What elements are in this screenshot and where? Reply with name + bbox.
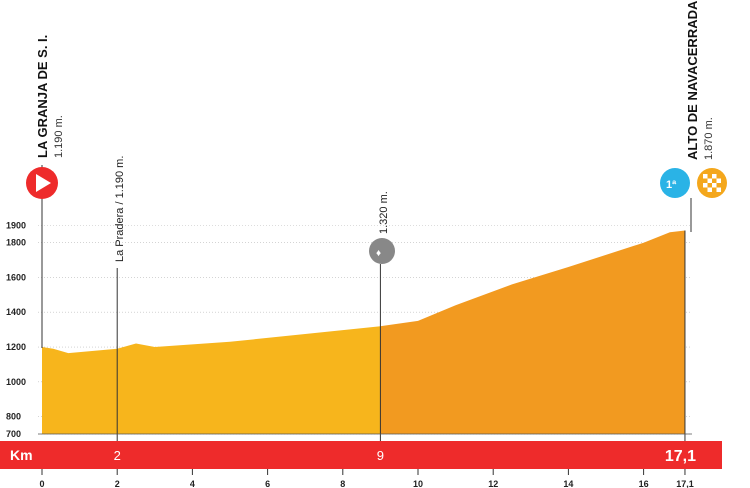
finish-altitude: 1.870 m. [703,117,715,160]
x-tick-label: 4 [190,479,195,488]
start-place-name: LA GRANJA DE S. I. [35,35,50,158]
km-bar-label: Km [10,447,33,463]
checker-square [712,183,717,188]
checker-square [703,174,708,179]
pass-waypoint: La Pradera / 1.190 m. [114,156,126,262]
x-tick-label: 17,1 [676,479,694,488]
profile-areas [38,230,692,441]
x-tick-label: 16 [639,479,649,488]
y-tick-label: 1600 [6,272,26,282]
y-tick-label: 800 [6,412,21,422]
finish-waypoint: ALTO DE NAVACERRADA 1.870 m. 1ª [660,0,727,232]
x-tick-label: 2 [115,479,120,488]
y-tick-label: 1200 [6,342,26,352]
km-bar-total: 17,1 [665,448,696,465]
y-axis-ticks: 700 800 1000 1200 1400 1600 1800 1900 [6,220,26,439]
pass-label: La Pradera / 1.190 m. [114,156,126,262]
x-tick-label: 8 [340,479,345,488]
checker-square [716,187,721,192]
checker-square [716,178,721,183]
profile-section-2 [380,230,685,434]
km-bar-mid-9: 9 [377,448,384,463]
start-waypoint: LA GRANJA DE S. I. 1.190 m. [26,35,65,348]
x-tick-label: 10 [413,479,423,488]
checker-square [707,187,712,192]
y-tick-label: 700 [6,429,21,439]
x-tick-label: 6 [265,479,270,488]
km-bar-mid-2: 2 [114,448,121,463]
start-altitude: 1.190 m. [53,115,65,158]
checker-square [703,183,708,188]
x-axis: 0 2 4 6 8 10 12 14 16 17,1 [39,469,694,488]
y-tick-label: 1000 [6,377,26,387]
checker-square [707,178,712,183]
km-bar [0,441,722,469]
y-tick-label: 1900 [6,220,26,230]
start-arrow-icon [36,174,51,192]
finish-place-name: ALTO DE NAVACERRADA [685,0,700,160]
profile-section-1 [42,326,381,434]
x-tick-label: 14 [563,479,573,488]
checker-square [712,174,717,179]
feed-zone-icon [369,238,395,264]
finish-checker-pattern [703,174,721,192]
x-tick-label: 0 [39,479,44,488]
x-tick-label: 12 [488,479,498,488]
climb-category-label: 1ª [666,179,677,191]
y-tick-label: 1400 [6,307,26,317]
feed-waypoint: 1.320 m. ♦ [369,191,395,264]
y-tick-label: 1800 [6,238,26,248]
feed-zone-glyph: ♦ [376,248,381,259]
category-climb-icon [660,168,690,198]
feed-altitude: 1.320 m. [378,191,390,234]
